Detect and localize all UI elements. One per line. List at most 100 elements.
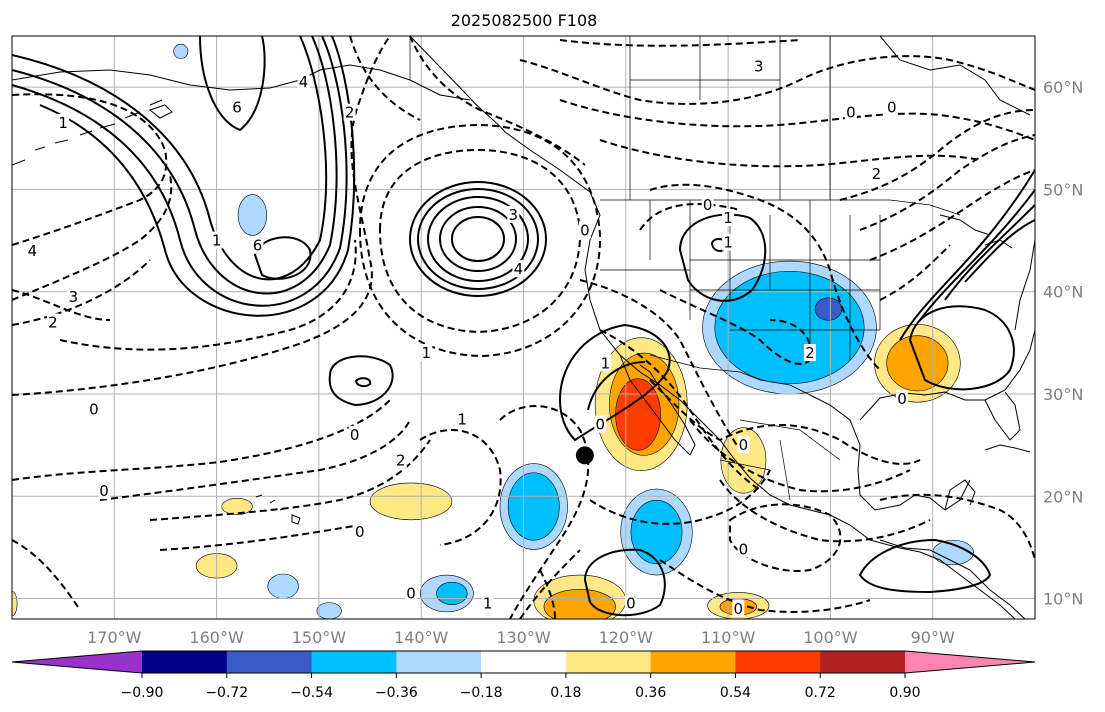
colorbar-tick-label: −0.72 (205, 685, 248, 701)
contour-label-bg (752, 57, 765, 75)
colorbar-tick-label: 0.54 (720, 685, 751, 701)
contour-label: 4 (299, 73, 309, 91)
contour-gulf-ring (908, 305, 1015, 391)
contour-label: 3 (754, 58, 764, 76)
contour-dashed-north-6 (559, 39, 801, 47)
colorbar: −0.90 −0.72 −0.54 −0.36 −0.18 0.18 0.36 0.54 0.7… (11, 650, 1036, 701)
lon-tick-label: 140°W (394, 628, 449, 647)
contour-high-pacific-1 (451, 216, 505, 262)
contour-dashed-sw-2 (599, 329, 761, 491)
contour-label-bg (722, 209, 735, 227)
colorbar-tick-label: 0.18 (550, 685, 581, 701)
contour-small-ring-inner (354, 377, 372, 388)
anomaly-shading (12, 43, 974, 619)
contour-dashed-mex (719, 479, 931, 543)
contour-label-bg (57, 113, 70, 131)
contour-label: 3 (69, 288, 79, 306)
shade-dateline-edge (12, 591, 18, 617)
map-frame (11, 35, 1036, 620)
contour-label: 1 (601, 354, 611, 372)
contour-high-pacific-4 (417, 188, 539, 290)
map-title: 2025082500 F108 (451, 11, 598, 30)
lon-tick-label: 110°W (701, 628, 756, 647)
contour-baja-inner (587, 361, 646, 411)
contour-high-pacific-2 (439, 206, 517, 272)
colorbar-tick-label: −0.36 (375, 685, 418, 701)
contour-dashed-south-6 (539, 569, 556, 619)
contour-label: 4 (514, 260, 524, 278)
contour-lines (12, 36, 1035, 619)
contour-label-bg (67, 287, 80, 305)
contour-label: 0 (734, 600, 744, 618)
lon-tick-label: 90°W (911, 628, 955, 647)
colorbar-tick-label: 0.36 (635, 685, 666, 701)
hawaii-islands (255, 494, 301, 525)
contour-dashed-south-1 (499, 405, 590, 619)
contour-label: 0 (846, 104, 856, 122)
contour-label-bg (803, 344, 816, 362)
contour-label: 0 (897, 390, 907, 408)
contour-label-bg (231, 98, 244, 116)
contour-dashed-sw-4 (689, 419, 911, 493)
colorbar-tick-label: −0.90 (121, 685, 164, 701)
contour-dashed-north-1 (409, 36, 586, 166)
contour-label-bg (98, 482, 111, 500)
contour-dashed-inner-pac (419, 429, 502, 546)
contour-label-bg (737, 436, 750, 454)
shade-pacific-southwest (507, 472, 560, 541)
colorbar-tick-label: 0.90 (889, 685, 920, 701)
colorbar-tick-label: −0.18 (460, 685, 503, 701)
lon-tick-label: 150°W (292, 628, 347, 647)
contour-label-bg (297, 73, 310, 91)
positive-contours (12, 36, 1035, 617)
contour-label: 0 (703, 196, 713, 214)
florida-peninsula (984, 391, 1021, 441)
contour-label: 3 (508, 206, 518, 224)
contour-label: 0 (350, 426, 360, 444)
contour-dashed-south-4 (659, 559, 871, 613)
contour-dashed-west-1 (12, 93, 168, 246)
hudson-bay-coast (879, 36, 1031, 116)
contour-label-bg (353, 523, 366, 541)
contour-label-bg (594, 415, 607, 433)
contour-label-bg (737, 540, 750, 558)
lat-tick-label: 60°N (1043, 78, 1083, 97)
contour-label: 4 (28, 242, 38, 260)
contour-dashed-north-4 (559, 99, 1035, 141)
contour-label-bg (722, 233, 735, 251)
contour-label-bg (732, 599, 745, 617)
contour-label: 0 (99, 482, 109, 500)
colorbar-tick-label: 0.72 (805, 685, 836, 701)
contour-dashed-south-2 (519, 549, 581, 619)
shade-pacific-southwest-small (316, 602, 342, 619)
contour-label-bg (46, 313, 59, 331)
contour-dashed-north-3 (519, 55, 1035, 105)
contour-label-bg (896, 390, 909, 408)
contour-dashed-west-3 (12, 259, 151, 326)
contour-label: 1 (212, 232, 222, 250)
contour-dashed-sw-3 (649, 379, 921, 465)
shade-gulf-coast (886, 335, 949, 392)
contour-label: 2 (48, 313, 58, 331)
contour-label-bg (456, 410, 469, 428)
contour-dashed-west-4 (12, 289, 111, 321)
shade-pacific-south (630, 500, 683, 565)
contour-dashed-ring-2 (358, 123, 602, 358)
cuba (984, 444, 1031, 453)
contour-dashed-sw-1 (579, 279, 741, 451)
contour-dashed-ne-3 (869, 169, 1035, 261)
contour-label: 0 (580, 221, 590, 239)
contour-label-bg (624, 594, 637, 612)
contour-dashed-3 (12, 399, 391, 481)
colorbar-segment (820, 651, 906, 673)
contour-label-bg (26, 241, 39, 259)
contour-label-bg (394, 451, 407, 469)
contour-high-pacific-5 (409, 181, 547, 297)
contour-dashed-ne-1 (839, 109, 1035, 201)
contour-label: 0 (739, 436, 749, 454)
contour-label-bg (420, 344, 433, 362)
contour-label-bg (87, 400, 100, 418)
contour-label: 2 (805, 344, 815, 362)
contour-label: 2 (396, 451, 406, 469)
